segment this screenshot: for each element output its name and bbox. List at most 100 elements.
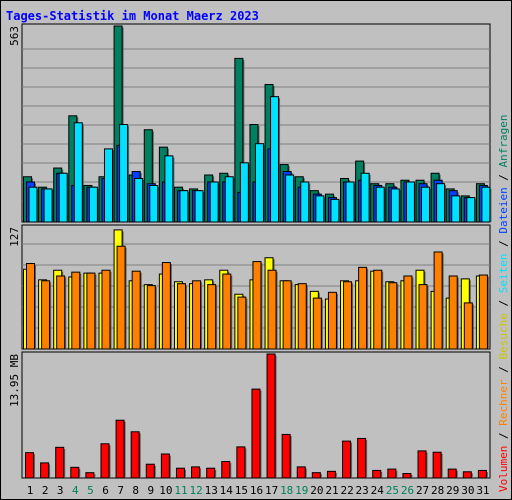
bar-rechner-day-6 <box>101 269 111 350</box>
bar-rechner-day-14 <box>222 273 232 350</box>
x-tick-label: 8 <box>132 484 139 497</box>
bar-rechner-day-11 <box>176 283 186 350</box>
bar-rechner-day-28 <box>433 251 443 350</box>
legend-anfragen: Anfragen <box>497 114 510 167</box>
bar-seiten-day-20 <box>315 195 325 223</box>
x-tick-label: 4 <box>72 484 79 497</box>
bar-volumen-day-17 <box>266 353 276 479</box>
bar-seiten-day-21 <box>330 198 340 223</box>
bar-volumen-day-27 <box>417 450 427 479</box>
bar-seiten-day-28 <box>436 183 446 223</box>
bar-volumen-day-19 <box>296 466 306 479</box>
bar-seiten-day-13 <box>209 181 219 223</box>
x-tick-label: 26 <box>401 484 414 497</box>
legend-seiten: Seiten <box>497 254 510 294</box>
bar-volumen-day-21 <box>326 470 336 479</box>
x-tick-label: 18 <box>280 484 293 497</box>
bar-rechner-day-27 <box>418 284 428 350</box>
bar-seiten-day-24 <box>375 186 385 223</box>
bar-rechner-day-4 <box>71 271 81 350</box>
bar-volumen-day-28 <box>432 451 442 479</box>
bar-seiten-day-1 <box>28 186 38 223</box>
bar-volumen-day-18 <box>281 433 291 479</box>
bar-volumen-day-23 <box>357 437 367 479</box>
bar-seiten-day-26 <box>405 181 415 223</box>
legend-separator: / <box>497 360 510 380</box>
bar-rechner-day-23 <box>358 266 368 350</box>
x-tick-label: 24 <box>371 484 385 497</box>
bar-seiten-day-4 <box>73 122 83 223</box>
x-tick-label: 25 <box>386 484 399 497</box>
chart-title: Tages-Statistik im Monat Maerz 2023 <box>6 9 259 23</box>
legend-separator: / <box>497 234 510 254</box>
x-tick-label: 6 <box>102 484 109 497</box>
bar-rechner-day-13 <box>207 284 217 350</box>
panel-requests: 563 <box>8 23 492 223</box>
bar-volumen-day-12 <box>191 466 201 479</box>
x-tick-label: 3 <box>57 484 64 497</box>
bar-rechner-day-9 <box>146 285 156 350</box>
x-tick-label: 20 <box>310 484 323 497</box>
x-tick-label: 1 <box>27 484 34 497</box>
bar-rechner-day-8 <box>131 270 141 350</box>
bar-rechner-day-7 <box>116 245 126 350</box>
bar-seiten-day-3 <box>58 172 68 223</box>
bar-seiten-day-25 <box>390 188 400 223</box>
bar-rechner-day-29 <box>448 275 458 350</box>
x-tick-label: 13 <box>205 484 218 497</box>
bar-seiten-day-30 <box>466 197 476 223</box>
bar-seiten-day-23 <box>360 172 370 223</box>
bar-seiten-day-16 <box>254 143 264 223</box>
bar-rechner-day-15 <box>237 296 247 350</box>
bar-seiten-day-29 <box>451 195 461 223</box>
bar-volumen-day-22 <box>342 440 352 479</box>
bar-rechner-day-25 <box>388 282 398 350</box>
bar-seiten-day-17 <box>270 96 280 223</box>
bar-rechner-day-3 <box>56 275 66 350</box>
bar-seiten-day-9 <box>149 184 159 223</box>
x-tick-label: 7 <box>117 484 124 497</box>
bar-rechner-day-2 <box>41 280 51 350</box>
y-max-label: 563 <box>8 26 21 46</box>
bar-volumen-day-24 <box>372 469 382 479</box>
x-tick-label: 10 <box>159 484 172 497</box>
x-tick-label: 29 <box>446 484 459 497</box>
bar-volumen-day-29 <box>447 468 457 479</box>
bar-rechner-day-1 <box>26 263 35 350</box>
bar-rechner-day-10 <box>161 262 171 350</box>
x-tick-label: 9 <box>148 484 155 497</box>
bar-volumen-day-15 <box>236 446 246 479</box>
x-tick-label: 27 <box>416 484 429 497</box>
bar-volumen-day-11 <box>175 467 185 479</box>
panel-volume: 13.95 MB <box>8 351 491 479</box>
bar-volumen-day-13 <box>206 467 216 479</box>
bar-volumen-day-9 <box>145 463 155 479</box>
x-tick-label: 21 <box>325 484 338 497</box>
x-tick-label: 19 <box>295 484 308 497</box>
bar-rechner-day-19 <box>297 283 307 350</box>
legend-rechner: Rechner <box>497 379 510 426</box>
panel-visits: 127 <box>8 224 491 350</box>
bar-seiten-day-7 <box>119 124 129 223</box>
y-max-label: 13.95 MB <box>8 354 21 407</box>
bar-rechner-day-17 <box>267 269 277 350</box>
x-tick-label: 5 <box>87 484 94 497</box>
bar-volumen-day-20 <box>311 472 321 479</box>
bar-volumen-day-2 <box>40 462 50 479</box>
bar-rechner-day-26 <box>403 275 413 350</box>
legend-separator: / <box>497 167 510 187</box>
bar-seiten-day-27 <box>421 186 431 223</box>
x-tick-label: 23 <box>356 484 369 497</box>
legend-separator: / <box>497 426 510 446</box>
bar-volumen-day-5 <box>85 472 95 479</box>
bar-seiten-day-19 <box>300 181 310 223</box>
y-max-label: 127 <box>8 227 21 247</box>
x-tick-label: 17 <box>265 484 278 497</box>
bar-volumen-day-1 <box>25 452 34 479</box>
bar-seiten-day-14 <box>224 176 234 223</box>
legend-besuche: Besuche <box>497 313 510 359</box>
bar-volumen-day-26 <box>402 473 412 479</box>
bar-volumen-day-16 <box>251 388 261 479</box>
legend-dateien: Dateien <box>497 187 510 233</box>
